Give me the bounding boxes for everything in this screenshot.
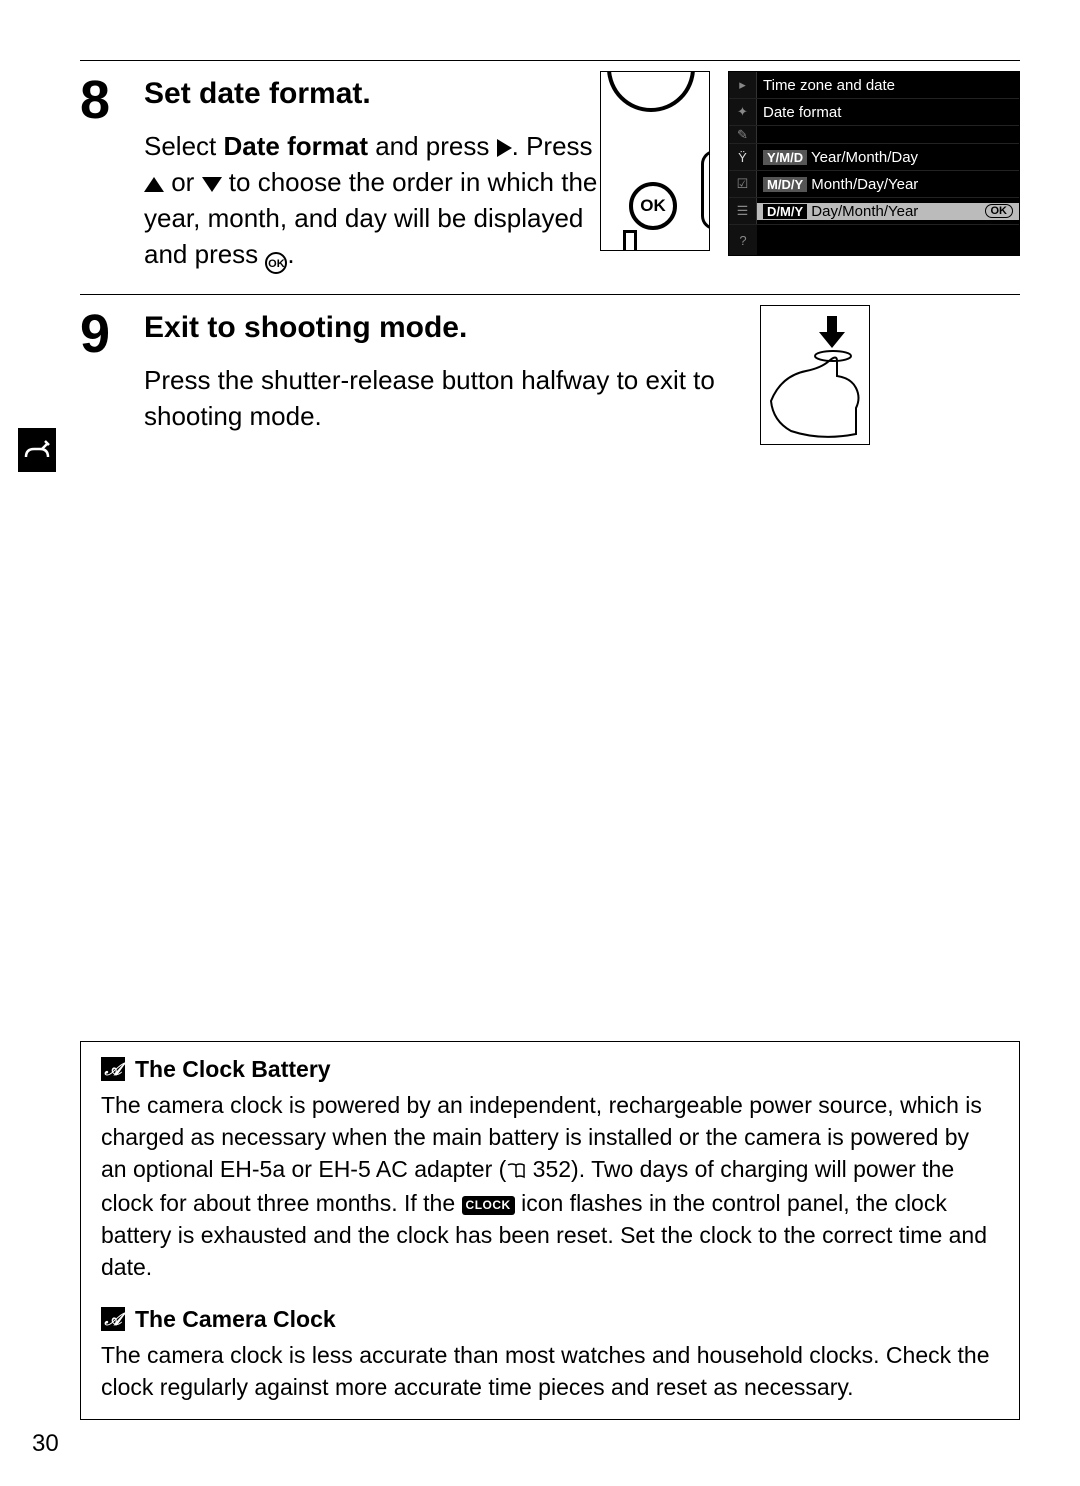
text: Select (144, 131, 224, 161)
menu-side-icon: ☑ (729, 171, 757, 197)
dial-arc (607, 71, 695, 112)
text: . (287, 239, 294, 269)
info-title: The Clock Battery (135, 1056, 331, 1083)
menu-title: Time zone and date (757, 77, 1019, 94)
ok-button-illustration: OK (629, 182, 677, 230)
step-title: Exit to shooting mode. (144, 311, 1020, 345)
up-triangle-icon (144, 177, 164, 192)
ok-pill-icon: OK (985, 204, 1014, 218)
text: or (164, 167, 202, 197)
info-text: The camera clock is less accurate than m… (101, 1339, 999, 1403)
menu-subheader: ✦ Date format (729, 99, 1019, 126)
step-8: 8 Set date format. Select Date format an… (80, 60, 1020, 294)
manual-page-icon (506, 1155, 526, 1187)
step-text: Press the shutter-release button halfway… (144, 363, 744, 435)
step-body: Exit to shooting mode. Press the shutter… (144, 307, 1020, 435)
menu-side-icon: ▸ (729, 72, 757, 98)
tab-icon (24, 439, 50, 461)
menu-subtitle: Date format (757, 104, 1019, 121)
info-heading: 𝒜 The Clock Battery (101, 1056, 999, 1083)
menu-opt-selected: D/M/Y Day/Month/Year OK (757, 203, 1019, 220)
menu-opt: Y/M/D Year/Month/Day (757, 149, 1019, 166)
menu-header: ▸ Time zone and date (729, 72, 1019, 99)
ok-circle-icon: OK (265, 252, 287, 274)
camera-dial-illustration: OK (600, 71, 710, 251)
info-text: The camera clock is powered by an indepe… (101, 1089, 999, 1284)
step-number: 8 (80, 73, 128, 274)
info-title: The Camera Clock (135, 1306, 336, 1333)
page-tab-marker (18, 428, 56, 472)
menu-option-1: Ÿ Y/M/D Year/Month/Day (729, 144, 1019, 171)
note-icon: 𝒜 (101, 1307, 125, 1331)
opt-label: Day/Month/Year (811, 203, 918, 220)
opt-label: Year/Month/Day (811, 149, 918, 166)
step-number: 9 (80, 307, 128, 435)
info-heading: 𝒜 The Camera Clock (101, 1306, 999, 1333)
info-box: 𝒜 The Clock Battery The camera clock is … (80, 1041, 1020, 1421)
step8-illustrations: OK ▸ Time zone and date ✦ Date format ✎ … (600, 71, 1020, 256)
opt-tag: D/M/Y (763, 204, 807, 219)
menu-spacer: ✎ (729, 126, 1019, 144)
down-triangle-icon (202, 177, 222, 192)
menu-side-icon: ✦ (729, 99, 757, 125)
menu-option-3-selected: ☰ D/M/Y Day/Month/Year OK (729, 198, 1019, 225)
menu-option-2: ☑ M/D/Y Month/Day/Year (729, 171, 1019, 198)
menu-side-icon: ☰ (729, 198, 757, 224)
opt-tag: Y/M/D (763, 150, 807, 165)
camera-menu-screenshot: ▸ Time zone and date ✦ Date format ✎ Ÿ Y… (728, 71, 1020, 256)
text-bold: Date format (224, 131, 368, 161)
opt-tag: M/D/Y (763, 177, 807, 192)
right-triangle-icon (497, 139, 512, 157)
text: . Press (512, 131, 593, 161)
clock-indicator-icon: CLOCK (462, 1196, 515, 1215)
step-9: 9 Exit to shooting mode. Press the shutt… (80, 294, 1020, 455)
page-ref: 352 (533, 1156, 571, 1182)
page-content: 8 Set date format. Select Date format an… (80, 60, 1020, 454)
menu-opt: M/D/Y Month/Day/Year (757, 176, 1019, 193)
info-section-clock-battery: 𝒜 The Clock Battery The camera clock is … (81, 1042, 1019, 1300)
note-icon: 𝒜 (101, 1057, 125, 1081)
opt-label: Month/Day/Year (811, 176, 918, 193)
dial-side (701, 150, 710, 230)
finger-svg (761, 306, 871, 446)
menu-side-icon: Ÿ (729, 144, 757, 170)
text: and press (368, 131, 497, 161)
info-section-camera-clock: 𝒜 The Camera Clock The camera clock is l… (81, 1300, 1019, 1419)
dial-stub (623, 230, 637, 251)
step-text: Select Date format and press . Press or … (144, 129, 604, 274)
shutter-press-illustration (760, 305, 870, 445)
page-number: 30 (32, 1430, 59, 1458)
menu-footer: ? (729, 225, 1019, 255)
menu-side-icon: ✎ (729, 126, 757, 143)
menu-side-icon: ? (729, 225, 757, 255)
